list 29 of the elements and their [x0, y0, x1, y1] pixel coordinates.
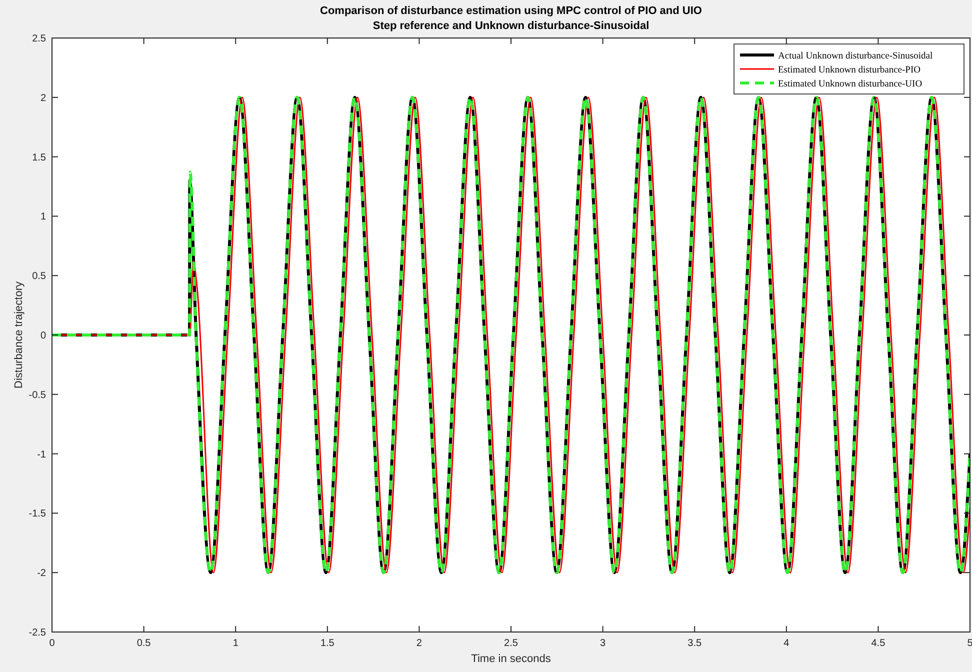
y-tick-label: 2.5	[32, 34, 46, 44]
x-tick-label: 1.5	[320, 638, 335, 649]
y-tick-label: -1.5	[28, 508, 46, 520]
y-tick-label: 2	[40, 92, 46, 104]
y-tick-label: -2.5	[28, 628, 46, 638]
y-axis-title: Disturbance trajectory	[13, 281, 25, 388]
legend-label: Estimated Unknown disturbance-PIO	[778, 66, 921, 76]
y-tick-label: -0.5	[28, 390, 46, 401]
x-tick-label: 4	[784, 638, 790, 649]
x-tick-label: 2	[416, 638, 422, 649]
x-tick-label: 5	[967, 638, 972, 649]
x-tick-label: 1	[232, 638, 239, 649]
y-tick-label: 1.5	[32, 152, 46, 164]
y-tick-label: -1	[37, 449, 46, 460]
x-axis-title: Time in seconds	[471, 653, 552, 665]
y-tick-label: 0.5	[32, 271, 46, 282]
legend-label: Actual Unknown disturbance-Sinusoidal	[778, 52, 933, 62]
x-tick-label: 3.5	[688, 638, 702, 649]
x-tick-label: 2.5	[504, 638, 518, 649]
x-tick-label: 4.5	[871, 638, 886, 649]
y-tick-label: -2	[37, 568, 46, 580]
chart-subtitle: Step reference and Unknown disturbance-Sinusoidal	[372, 20, 650, 32]
chart-title: Comparison of disturbance estimation using MPC control of PIO and UIO	[320, 5, 702, 17]
y-tick-label: 1	[40, 212, 46, 223]
x-tick-label: 3	[600, 638, 606, 649]
x-tick-label: 0	[49, 638, 56, 649]
y-tick-label: 0	[40, 330, 46, 342]
x-tick-label: 0.5	[136, 638, 152, 649]
legend-label: Estimated Unknown disturbance-UIO	[778, 80, 922, 90]
